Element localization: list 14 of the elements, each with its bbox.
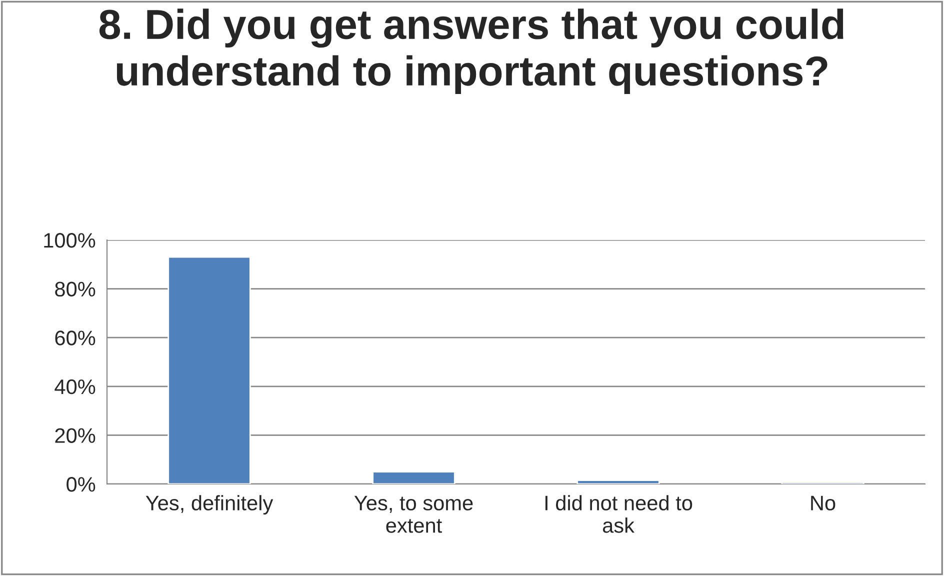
bar <box>168 256 251 484</box>
x-tick-label: No <box>811 496 836 510</box>
bar <box>576 480 660 484</box>
x-tick-label: Yes, definitely <box>146 495 274 515</box>
y-tick-label: 40% <box>54 379 96 394</box>
y-tick-label: 80% <box>55 282 96 297</box>
y-tick-label: 0% <box>66 477 96 492</box>
y-tick-label: 20% <box>55 428 96 443</box>
bar <box>372 471 456 484</box>
chart-title: 8. Did you get answers that you could understand to important questions? <box>99 8 844 94</box>
x-tick-label: Yes, to some extent <box>354 496 473 533</box>
x-tick-label: I did not need to ask <box>545 495 692 533</box>
y-tick-label: 60% <box>55 330 96 346</box>
y-tick-label: 100% <box>44 233 96 248</box>
